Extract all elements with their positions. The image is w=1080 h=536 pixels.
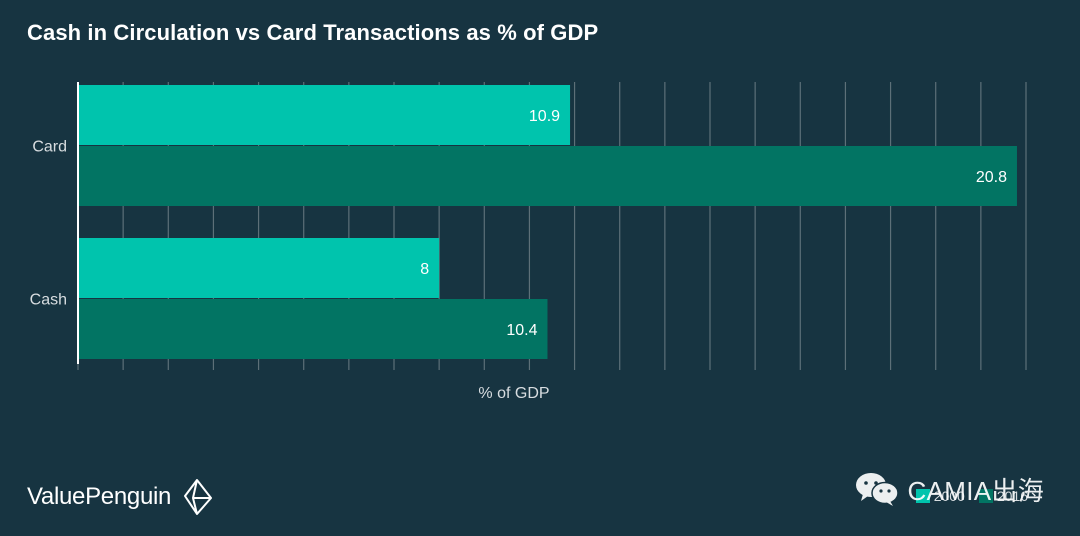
- bar-cash-2000: [78, 238, 440, 298]
- chart-title: Cash in Circulation vs Card Transactions…: [27, 20, 599, 45]
- label-layer: 10.9 20.8 Card 8 10.4 Cash % of GDP: [30, 108, 1007, 402]
- watermark-text: CAMIA出海: [907, 475, 1044, 506]
- bar-layer: [78, 85, 1017, 359]
- bar-card-2000: [78, 85, 571, 145]
- brand-name: ValuePenguin: [27, 483, 172, 510]
- legend-swatch-2016: [978, 489, 993, 503]
- penguin-logo-icon: [184, 479, 213, 515]
- legend-label-2000: 2000: [933, 488, 965, 504]
- category-label-cash: Cash: [30, 292, 67, 309]
- x-axis-label: % of GDP: [478, 385, 549, 402]
- chart-legend: 2000 2016: [915, 488, 1028, 504]
- data-label-cash-2016: 10.4: [506, 322, 537, 339]
- wechat-icon: [855, 473, 899, 506]
- legend-item-2016: 2016: [978, 488, 1028, 504]
- legend-swatch-2000: [915, 489, 930, 503]
- data-label-card-2016: 20.8: [976, 169, 1007, 186]
- bar-card-2016: [78, 146, 1017, 206]
- bar-cash-2016: [78, 299, 548, 359]
- legend-label-2016: 2016: [996, 488, 1028, 504]
- data-label-card-2000: 10.9: [529, 108, 560, 125]
- axis-layer: [77, 82, 1027, 370]
- legend-item-2000: 2000: [915, 488, 965, 504]
- wechat-watermark: CAMIA出海: [854, 470, 1044, 508]
- brand-logo: ValuePenguin: [27, 478, 215, 516]
- category-label-card: Card: [32, 139, 67, 156]
- data-label-cash-2000: 8: [420, 261, 429, 278]
